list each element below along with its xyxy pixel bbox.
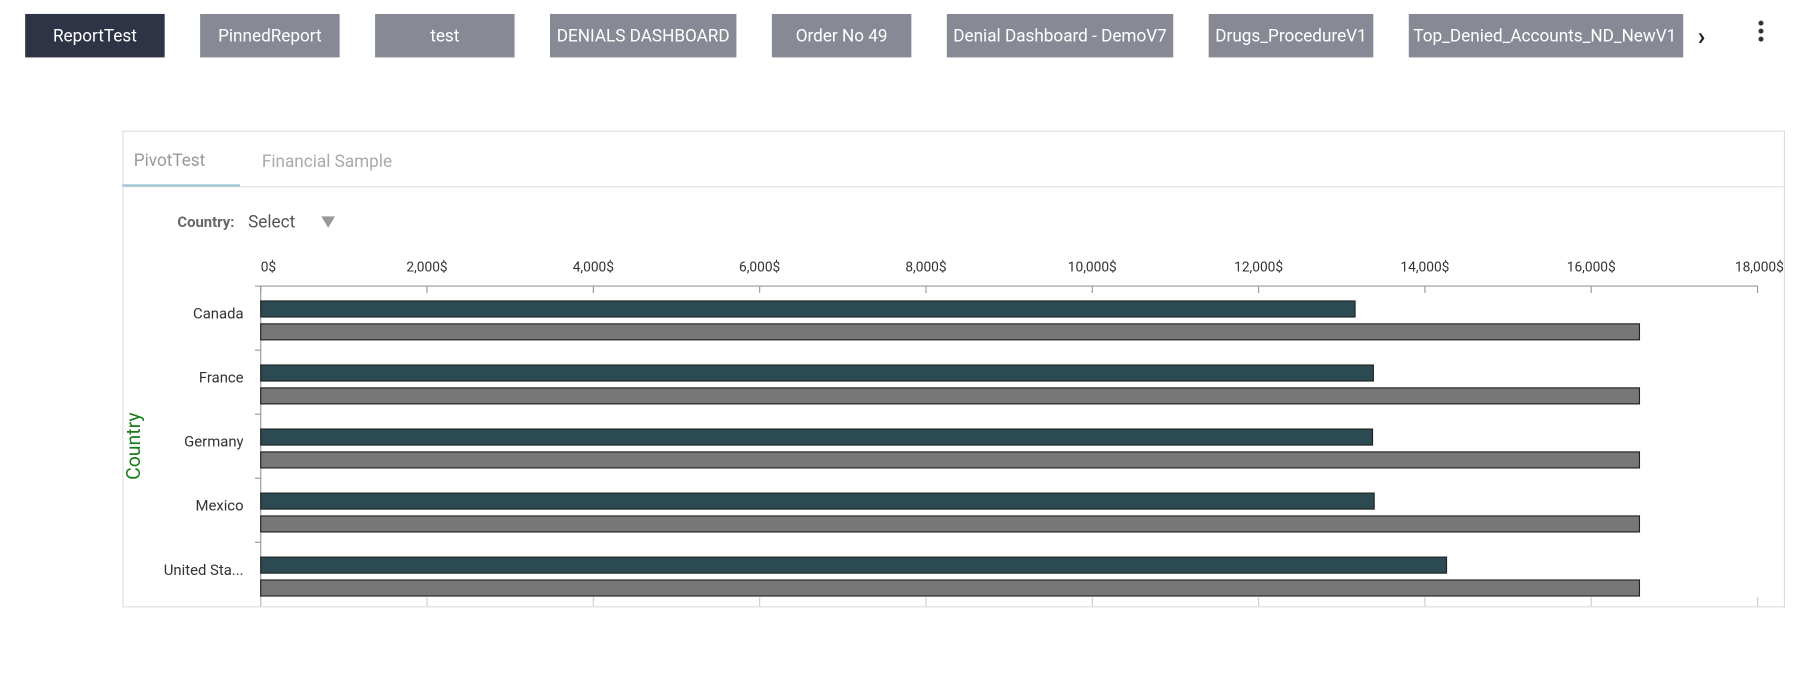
bar xyxy=(260,579,1641,597)
report-button-label[interactable]: Top_Denied_Accounts_ND_NewV1 xyxy=(1413,26,1676,46)
report-button-label[interactable]: DENIALS DASHBOARD xyxy=(557,26,730,46)
x-tick-label: 14,000$ xyxy=(1400,258,1449,275)
report-tab[interactable]: Financial Sample xyxy=(262,152,392,172)
x-tick-label: 2,000$ xyxy=(406,258,447,275)
y-tick-label: France xyxy=(199,369,244,387)
x-tick-label: 4,000$ xyxy=(573,258,614,275)
report-button-label[interactable]: Drugs_ProcedureV1 xyxy=(1215,26,1366,46)
y-tick-label: United Sta... xyxy=(164,561,244,579)
x-tick-label: 6,000$ xyxy=(739,258,780,275)
x-tick-label: 8,000$ xyxy=(905,258,946,275)
filter-label: Country: xyxy=(177,213,234,231)
y-tick-label: Mexico xyxy=(195,497,243,515)
report-button[interactable] xyxy=(1408,13,1706,58)
report-button[interactable] xyxy=(550,13,737,58)
bar xyxy=(260,515,1641,533)
tab-bar: ReportTest PinnedReport test DENIALS DASHBO… xyxy=(25,13,1706,58)
dropdown-arrow[interactable] xyxy=(321,216,336,228)
bar xyxy=(260,428,1374,446)
report-button[interactable] xyxy=(25,13,165,58)
y-axis-label: Country xyxy=(122,412,145,479)
x-tick-label: 12,000$ xyxy=(1234,258,1283,275)
scroll-right[interactable]: › xyxy=(1698,23,1706,52)
report-button[interactable] xyxy=(375,13,515,58)
report-button-label[interactable]: test xyxy=(430,26,460,46)
bar xyxy=(260,300,1356,318)
x-tick-label: 10,000$ xyxy=(1068,258,1117,275)
x-tick-label: 0$ xyxy=(261,258,276,275)
bar xyxy=(260,387,1641,405)
bar xyxy=(260,364,1374,382)
report-button[interactable] xyxy=(200,13,340,58)
x-tick-label: 16,000$ xyxy=(1567,258,1616,275)
y-tick-label: Germany xyxy=(184,433,243,451)
report-tab[interactable]: PivotTest xyxy=(134,151,206,171)
filter-select[interactable]: Select xyxy=(248,213,295,233)
y-tick-label: Canada xyxy=(193,305,244,323)
bar xyxy=(260,323,1641,341)
bar xyxy=(260,492,1375,510)
report-button[interactable] xyxy=(946,13,1174,58)
report-button[interactable] xyxy=(771,13,912,58)
bar xyxy=(260,556,1448,574)
report-button[interactable] xyxy=(1208,13,1374,58)
report-button-label[interactable]: Denial Dashboard - DemoV7 xyxy=(953,26,1167,46)
bar xyxy=(260,451,1641,469)
more-menu[interactable] xyxy=(1758,20,1764,42)
report-button-label[interactable]: Order No 49 xyxy=(796,26,888,46)
report-button-label[interactable]: ReportTest xyxy=(53,26,137,46)
report-button-label[interactable]: PinnedReport xyxy=(218,26,322,46)
chart: 0$ 2,000$ 4,000$ 6,000$ 8,000$ 10,000$ 12,000$… xyxy=(164,258,1784,607)
x-tick-label: 18,000$ xyxy=(1735,258,1784,275)
